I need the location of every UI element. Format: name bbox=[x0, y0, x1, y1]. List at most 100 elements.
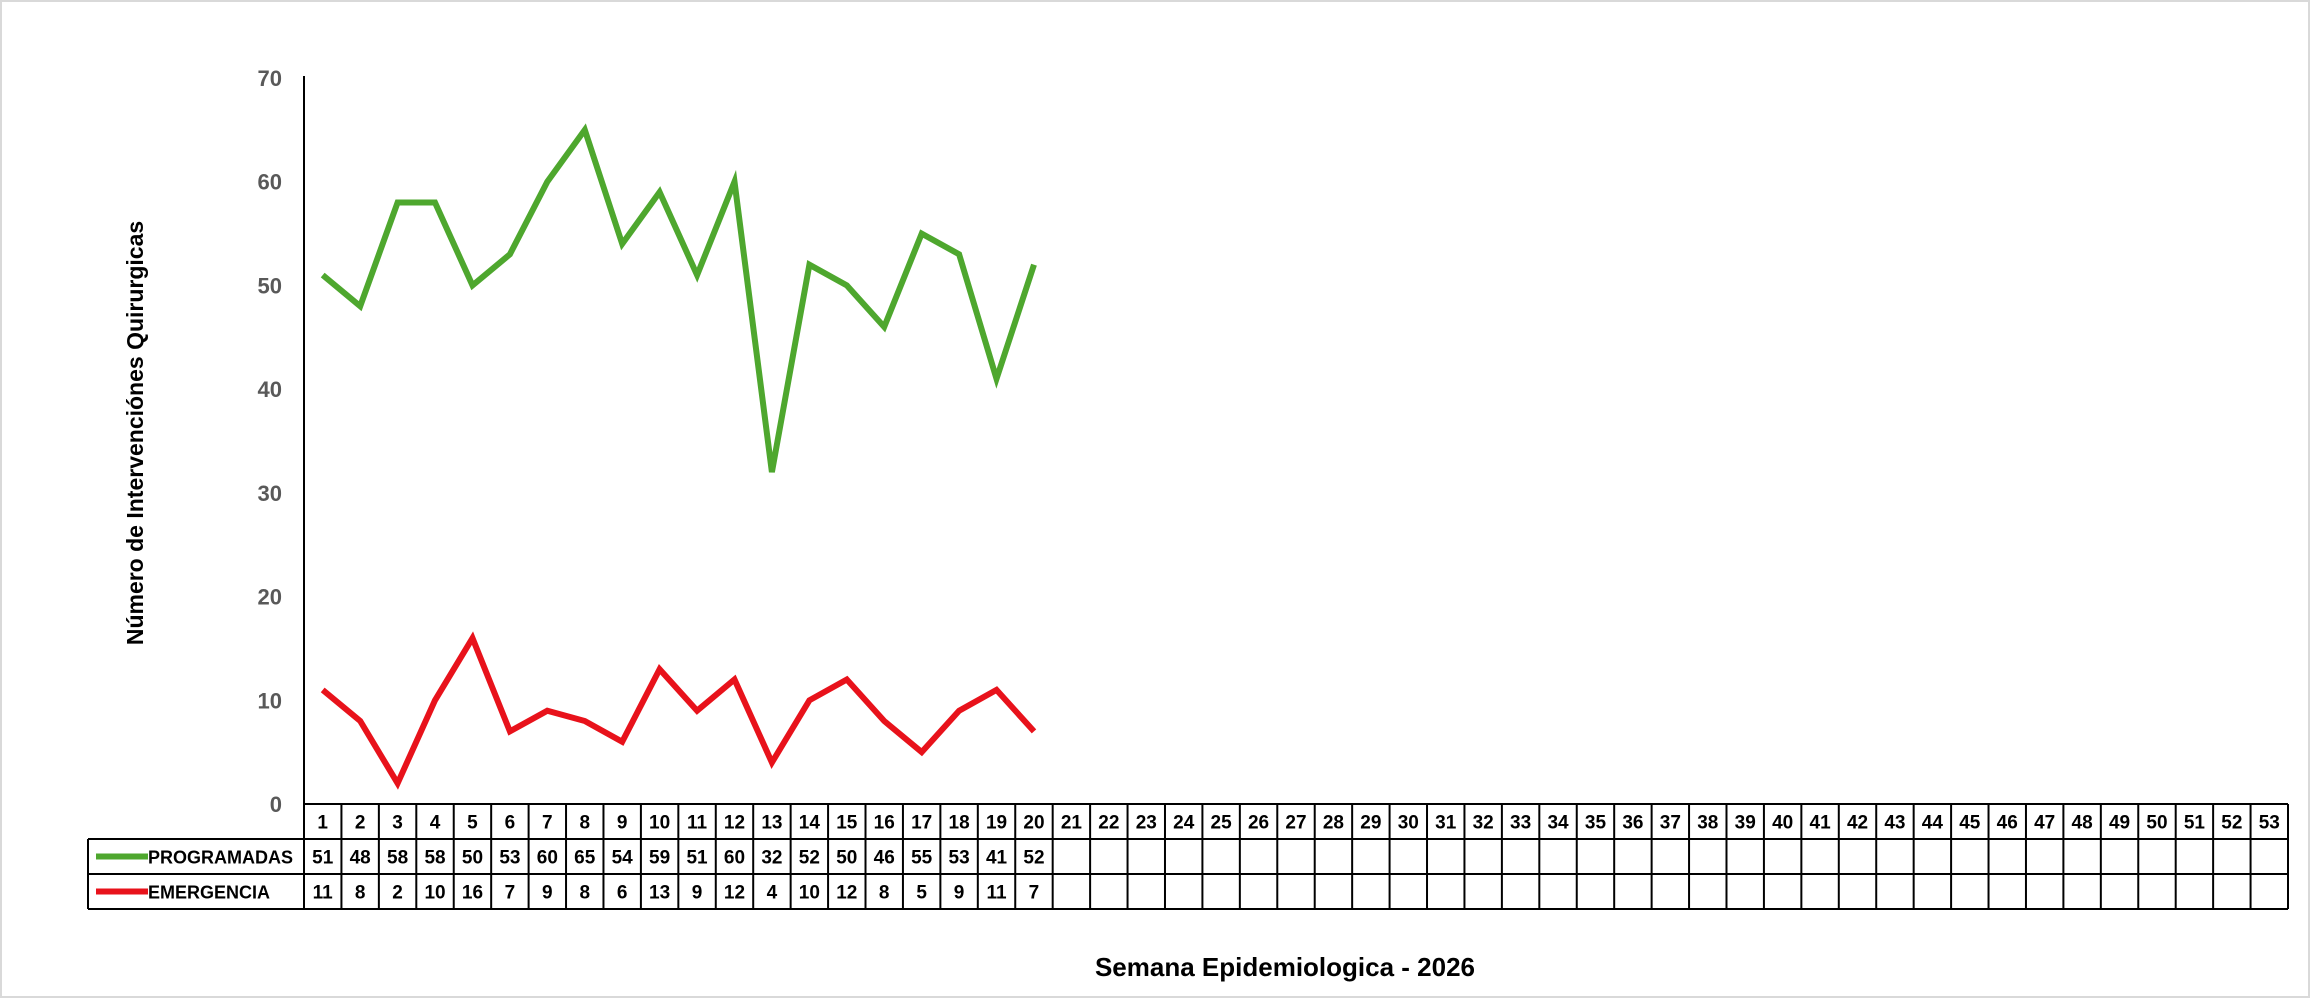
category-label: 20 bbox=[1023, 813, 1044, 834]
y-tick-label: 0 bbox=[270, 792, 282, 817]
data-value: 9 bbox=[954, 883, 965, 904]
category-label: 39 bbox=[1735, 813, 1756, 834]
category-label: 49 bbox=[2109, 813, 2130, 834]
x-axis-title: Semana Epidemiologica - 2026 bbox=[1095, 952, 1475, 982]
category-label: 24 bbox=[1173, 813, 1195, 834]
data-value: 4 bbox=[767, 883, 778, 904]
data-value: 5 bbox=[916, 883, 927, 904]
category-label: 41 bbox=[1810, 813, 1832, 834]
category-label: 47 bbox=[2034, 813, 2055, 834]
data-value: 41 bbox=[986, 848, 1008, 869]
category-label: 3 bbox=[392, 813, 403, 834]
data-value: 52 bbox=[799, 848, 820, 869]
data-value: 58 bbox=[424, 848, 445, 869]
category-label: 38 bbox=[1697, 813, 1718, 834]
category-label: 11 bbox=[687, 813, 708, 834]
data-value: 52 bbox=[1023, 848, 1044, 869]
category-label: 10 bbox=[649, 813, 670, 834]
data-value: 54 bbox=[612, 848, 634, 869]
data-value: 8 bbox=[355, 883, 366, 904]
category-label: 6 bbox=[505, 813, 516, 834]
data-value: 11 bbox=[313, 883, 334, 904]
data-value: 7 bbox=[505, 883, 516, 904]
data-value: 10 bbox=[424, 883, 445, 904]
category-label: 9 bbox=[617, 813, 628, 834]
category-label: 51 bbox=[2184, 813, 2206, 834]
category-label: 7 bbox=[542, 813, 553, 834]
data-value: 60 bbox=[537, 848, 558, 869]
category-label: 1 bbox=[317, 813, 328, 834]
data-value: 50 bbox=[836, 848, 857, 869]
category-label: 22 bbox=[1098, 813, 1119, 834]
series-lines bbox=[320, 123, 1037, 790]
data-value: 16 bbox=[462, 883, 483, 904]
category-label: 13 bbox=[761, 813, 782, 834]
data-value: 10 bbox=[799, 883, 820, 904]
category-label: 18 bbox=[949, 813, 970, 834]
category-label: 43 bbox=[1884, 813, 1905, 834]
y-tick-label: 60 bbox=[258, 170, 282, 195]
category-label: 33 bbox=[1510, 813, 1531, 834]
category-label: 32 bbox=[1473, 813, 1494, 834]
category-label: 52 bbox=[2221, 813, 2242, 834]
category-label: 12 bbox=[724, 813, 745, 834]
category-label: 21 bbox=[1061, 813, 1083, 834]
series-line-emergencia bbox=[320, 631, 1037, 790]
y-tick-label: 70 bbox=[258, 66, 282, 91]
category-label: 45 bbox=[1959, 813, 1981, 834]
category-label: 40 bbox=[1772, 813, 1793, 834]
category-label: 44 bbox=[1922, 813, 1944, 834]
data-value: 46 bbox=[874, 848, 895, 869]
data-value: 65 bbox=[574, 848, 596, 869]
data-value: 6 bbox=[617, 883, 628, 904]
data-value: 51 bbox=[312, 848, 334, 869]
series-line-programadas bbox=[320, 123, 1037, 473]
category-label: 15 bbox=[836, 813, 858, 834]
category-label: 28 bbox=[1323, 813, 1344, 834]
category-label: 48 bbox=[2072, 813, 2093, 834]
data-value: 50 bbox=[462, 848, 483, 869]
data-value: 7 bbox=[1029, 883, 1040, 904]
data-value: 55 bbox=[911, 848, 933, 869]
data-value: 11 bbox=[986, 883, 1007, 904]
category-label: 46 bbox=[1997, 813, 2018, 834]
y-tick-label: 10 bbox=[258, 688, 282, 713]
category-label: 31 bbox=[1435, 813, 1457, 834]
category-label: 16 bbox=[874, 813, 895, 834]
y-tick-label: 50 bbox=[258, 273, 282, 298]
data-value: 12 bbox=[836, 883, 857, 904]
category-label: 53 bbox=[2259, 813, 2280, 834]
category-label: 2 bbox=[355, 813, 366, 834]
y-tick-label: 20 bbox=[258, 585, 282, 610]
category-label: 36 bbox=[1622, 813, 1643, 834]
category-label: 37 bbox=[1660, 813, 1681, 834]
data-value: 8 bbox=[879, 883, 890, 904]
data-value: 58 bbox=[387, 848, 408, 869]
category-label: 23 bbox=[1136, 813, 1157, 834]
category-label: 14 bbox=[799, 813, 821, 834]
category-label: 34 bbox=[1547, 813, 1569, 834]
data-value: 32 bbox=[761, 848, 782, 869]
category-label: 30 bbox=[1398, 813, 1419, 834]
data-value: 9 bbox=[542, 883, 553, 904]
category-label: 19 bbox=[986, 813, 1007, 834]
data-value: 51 bbox=[686, 848, 708, 869]
category-label: 26 bbox=[1248, 813, 1269, 834]
category-label: 17 bbox=[911, 813, 932, 834]
category-label: 8 bbox=[579, 813, 590, 834]
data-value: 13 bbox=[649, 883, 670, 904]
y-tick-label: 30 bbox=[258, 481, 282, 506]
data-value: 53 bbox=[949, 848, 970, 869]
data-value: 48 bbox=[350, 848, 371, 869]
category-label: 4 bbox=[430, 813, 441, 834]
category-label: 5 bbox=[467, 813, 478, 834]
data-table: 1 2 3 4 5 6 7 8 9 10 11 12 13 14 15 16 17 18 19 20 21 22 23 24 2… bbox=[87, 803, 2289, 910]
data-value: 8 bbox=[579, 883, 590, 904]
category-label: 29 bbox=[1360, 813, 1381, 834]
legend-label: PROGRAMADAS bbox=[148, 848, 293, 868]
category-label: 50 bbox=[2146, 813, 2167, 834]
data-value: 59 bbox=[649, 848, 670, 869]
